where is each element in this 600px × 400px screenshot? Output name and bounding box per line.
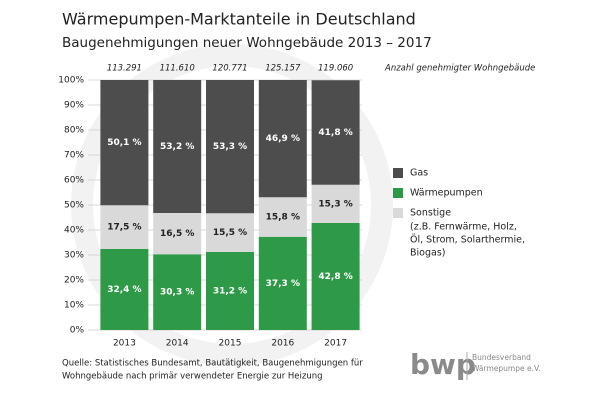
bar-segment [258,80,307,198]
legend-swatch [393,188,403,198]
y-tick-label: 70% [64,151,84,161]
y-tick-label: 40% [64,226,84,236]
bar-segment [311,184,360,223]
logo-text: Wärmepumpe e.V. [472,364,541,373]
value-label: 16,5 % [160,229,194,239]
y-tick-label: 50% [64,201,84,211]
bar-segment [206,213,254,252]
value-label: 50,1 % [107,138,141,148]
legend-note: Öl, Strom, Solarthermie, [410,235,525,246]
bar-segment [311,80,360,185]
logo-text: Bundesverband [472,353,531,362]
value-label: 30,3 % [160,288,194,298]
y-tick-label: 80% [64,126,84,136]
x-tick-label: 2014 [166,339,189,349]
chart-title: Wärmepumpen-Marktanteile in Deutschland [62,10,416,29]
y-tick-label: 10% [64,301,84,311]
legend-note: Biogas) [410,248,445,259]
legend-label: Sonstige [410,208,451,219]
bar-segment [100,80,149,206]
value-label: 37,3 % [266,279,300,289]
value-label: 53,3 % [213,142,247,152]
y-tick-label: 60% [64,176,84,186]
value-label: 46,9 % [266,134,300,144]
value-label: 42,8 % [318,272,352,282]
bar-segment [258,236,307,330]
x-tick-label: 2013 [113,339,136,349]
bar-segment [311,223,360,330]
bar-segment [100,249,149,330]
value-label: 41,8 % [318,128,352,138]
legend-label: Gas [410,168,428,179]
total-label: 125.157 [265,64,301,74]
source: Quelle: Statistisches Bundesamt, Bautäti… [62,359,363,369]
bar-segment [206,80,254,214]
x-tick-label: 2015 [219,339,242,349]
watermark [71,44,393,366]
bar-segment [206,252,254,330]
x-tick-label: 2017 [324,339,347,349]
y-tick-label: 30% [64,251,84,261]
total-label: 120.771 [212,64,247,74]
bar-segment [100,205,149,249]
totals-label: Anzahl genehmigter Wohngebäude [384,64,535,74]
total-label: 113.291 [107,64,142,74]
legend-label: Wärmepumpen [410,188,483,199]
value-label: 15,8 % [266,213,300,223]
bar-segment [153,254,202,330]
y-tick-label: 100% [58,76,84,86]
legend-swatch [393,208,403,218]
value-label: 15,3 % [318,199,352,209]
y-tick-label: 90% [64,101,84,111]
chart-subtitle: Baugenehmigungen neuer Wohngebäude 2013 … [62,35,432,51]
value-label: 15,5 % [213,228,247,238]
bar-segment [258,197,307,237]
total-label: 111.610 [160,64,195,74]
bar-segment [153,80,202,213]
legend-swatch [393,168,403,178]
x-tick-label: 2016 [271,339,294,349]
y-tick-label: 0% [70,326,85,336]
value-label: 53,2 % [160,142,194,152]
value-label: 32,4 % [107,285,141,295]
legend-note: (z.B. Fernwärme, Holz, [410,222,517,233]
y-tick-label: 20% [64,276,84,286]
value-label: 31,2 % [213,287,247,297]
bar-segment [153,213,202,255]
total-label: 119.060 [318,64,353,74]
value-label: 17,5 % [107,223,141,233]
logo: bwp [410,348,476,381]
source: Wohngebäude nach primär verwendeter Ener… [62,372,323,382]
